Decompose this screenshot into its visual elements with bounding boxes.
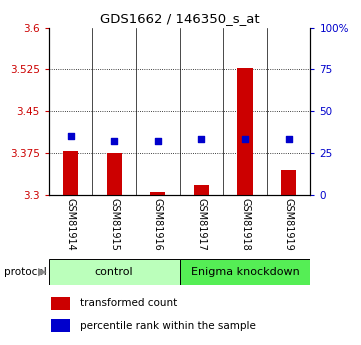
Point	[155, 139, 161, 144]
Point	[111, 138, 117, 143]
Title: GDS1662 / 146350_s_at: GDS1662 / 146350_s_at	[100, 12, 260, 25]
Bar	[49, 259, 179, 285]
Bar	[281, 170, 296, 195]
Bar	[51, 319, 70, 332]
Text: transformed count: transformed count	[80, 298, 177, 308]
Bar	[63, 151, 78, 195]
Text: Enigma knockdown: Enigma knockdown	[191, 267, 299, 277]
Text: percentile rank within the sample: percentile rank within the sample	[80, 321, 256, 331]
Bar	[51, 297, 70, 310]
Point	[199, 136, 204, 142]
Point	[286, 136, 292, 142]
Point	[68, 133, 73, 138]
Bar	[106, 152, 122, 195]
Text: ▶: ▶	[38, 267, 47, 277]
Bar	[150, 192, 165, 195]
Text: protocol: protocol	[4, 267, 46, 277]
Bar	[194, 185, 209, 195]
Point	[242, 136, 248, 142]
Bar	[179, 259, 310, 285]
Text: control: control	[95, 267, 134, 277]
Bar	[238, 68, 253, 195]
